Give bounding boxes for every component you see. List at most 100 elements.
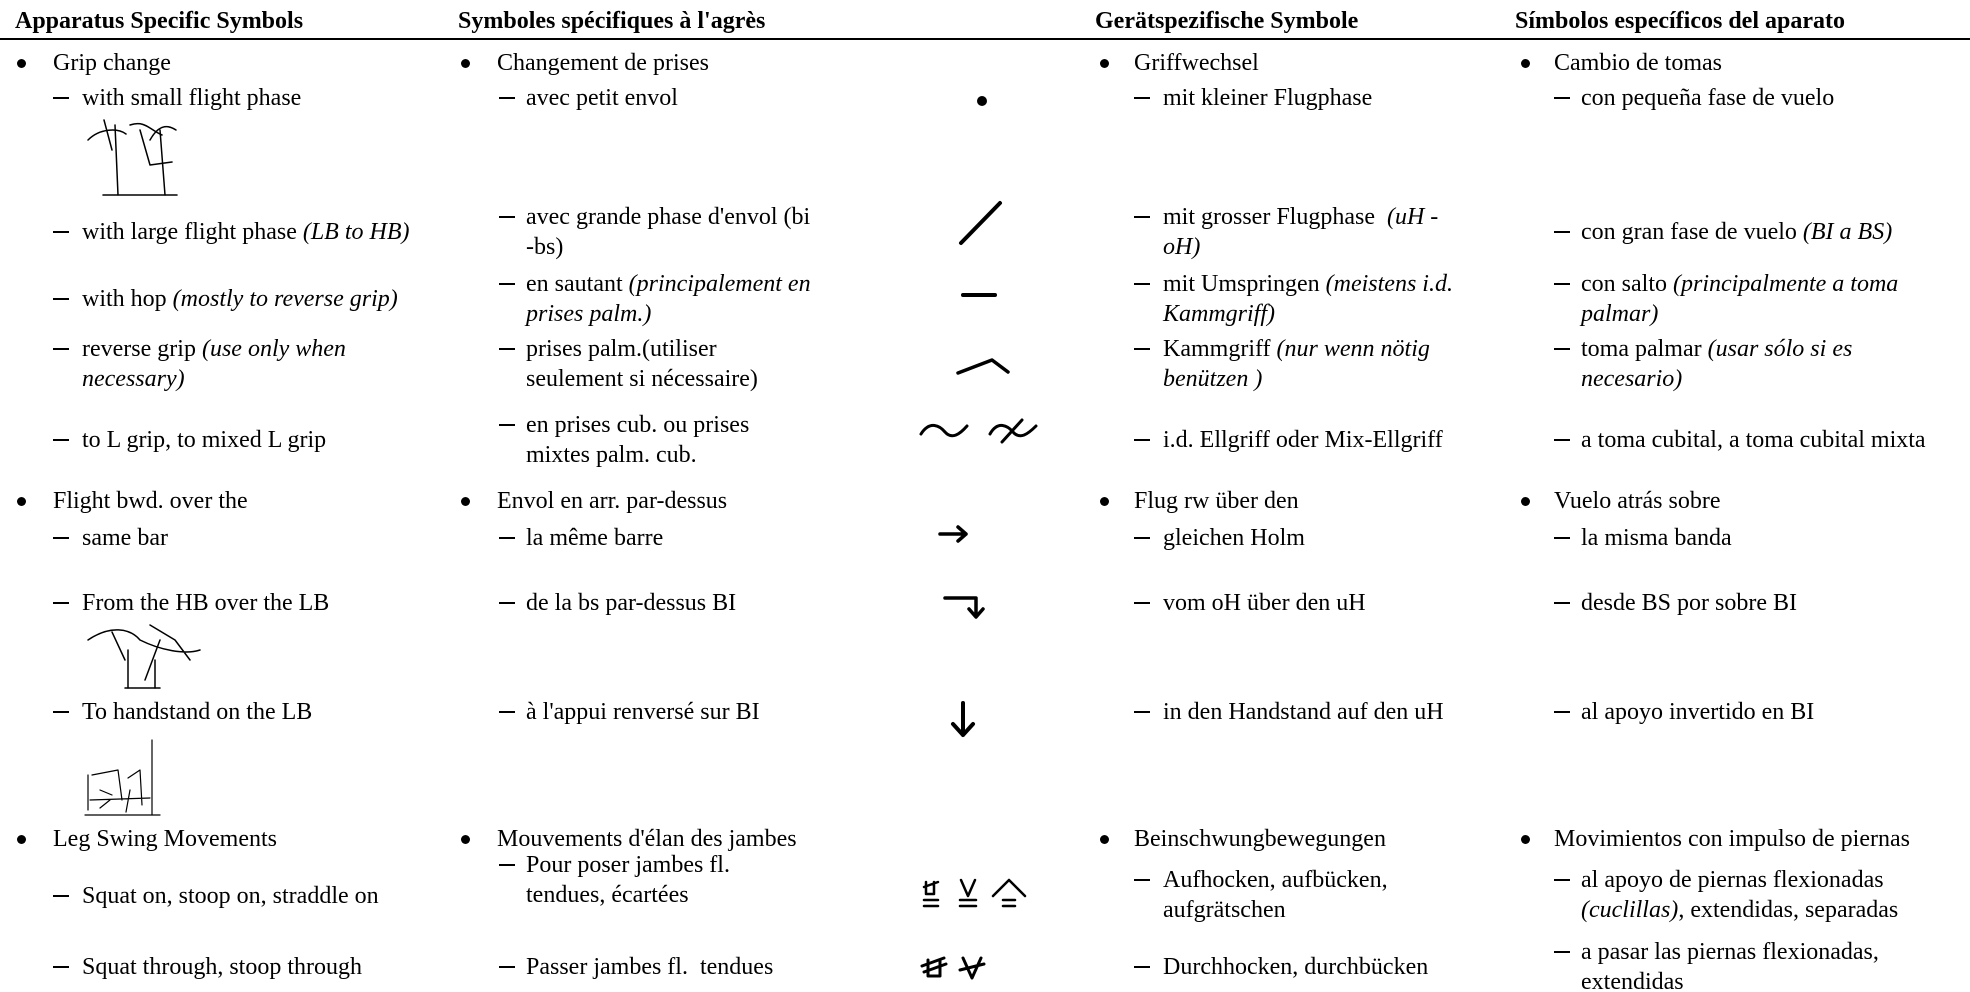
italic-run: (use only when necessary) (82, 336, 346, 393)
bullet (17, 497, 26, 507)
symbol-stoop-on (958, 878, 978, 908)
dash (1554, 951, 1570, 954)
dash (1134, 536, 1150, 539)
bullet (1100, 58, 1109, 68)
bullet (1521, 58, 1530, 68)
dash (53, 348, 69, 351)
cell-fr: Envol en arr. par-dessus (497, 486, 727, 516)
dash (499, 864, 515, 867)
figure-grip-change (87, 119, 178, 196)
cell-fr: Mouvements d'élan des jambes (497, 824, 797, 854)
bullet (461, 497, 470, 507)
cell-de: Durchhocken, durchbücken (1163, 952, 1428, 982)
cell-en: Squat through, stoop through (82, 952, 362, 982)
cell-de: in den Handstand auf den uH (1163, 697, 1444, 727)
symbol-l-grip (919, 424, 969, 438)
dash (1554, 536, 1570, 539)
dash (1554, 282, 1570, 285)
cell-fr: de la bs par-dessus BI (526, 588, 736, 618)
italic-run: (principalement en prises palm.) (526, 270, 811, 327)
cell-fr: Passer jambes fl. tendues (526, 952, 773, 982)
dash (1134, 966, 1150, 969)
cell-es: a toma cubital, a toma cubital mixta (1581, 425, 1926, 455)
dash (53, 438, 69, 441)
bullet (461, 58, 470, 68)
cell-es: Vuelo atrás sobre (1554, 486, 1721, 516)
cell-es: con gran fase de vuelo (BI a BS) (1581, 217, 1892, 247)
dash (499, 216, 515, 219)
cell-en: same bar (82, 523, 168, 553)
dash (1554, 438, 1570, 441)
text-run: con gran fase de vuelo (1581, 219, 1803, 246)
dash (1134, 438, 1150, 441)
dash (1134, 601, 1150, 604)
cell-en: with small flight phase (82, 83, 301, 113)
text-run: to L grip, to mixed L grip (82, 426, 327, 453)
header-es: Símbolos específicos del aparato (1515, 8, 1845, 34)
text-run: To handstand on the LB (82, 699, 313, 726)
text-run: gleichen Holm (1163, 524, 1305, 551)
dash (53, 536, 69, 539)
dash (1554, 879, 1570, 882)
dash (499, 966, 515, 969)
italic-run: (usar sólo si es necesario) (1581, 336, 1853, 393)
symbol-reverse-grip (956, 358, 1010, 375)
text-run: Flug rw über den (1134, 488, 1299, 515)
cell-fr: avec petit envol (526, 83, 678, 113)
cell-en: with large flight phase (LB to HB) (82, 217, 410, 247)
dash (53, 894, 69, 897)
italic-run: (mostly to reverse grip) (172, 285, 398, 312)
cell-de: Griffwechsel (1134, 48, 1259, 78)
cell-es: a pasar las piernas flexionadas, extendi… (1581, 937, 1879, 992)
dash (1134, 348, 1150, 351)
text-run: Pour poser jambes fl. tendues, écartées (526, 852, 730, 909)
cell-en: with hop (mostly to reverse grip) (82, 284, 398, 314)
dash (499, 423, 515, 426)
italic-run: (meistens i.d. Kammgriff) (1163, 270, 1453, 327)
text-run: reverse grip (82, 336, 202, 363)
cell-es: Movimientos con impulso de piernas (1554, 824, 1910, 854)
cell-fr: prises palm.(utiliser seulement si néces… (526, 334, 758, 394)
cell-fr: en prises cub. ou prises mixtes palm. cu… (526, 410, 749, 470)
cell-es: al apoyo invertido en BI (1581, 697, 1814, 727)
text-run: vom oH über den uH (1163, 589, 1366, 616)
cell-fr: Pour poser jambes fl. tendues, écartées (526, 850, 730, 910)
symbol-straddle-on (991, 878, 1027, 908)
cell-en: From the HB over the LB (82, 588, 329, 618)
cell-en: Squat on, stoop on, straddle on (82, 881, 379, 911)
dash (1134, 216, 1150, 219)
symbol-stoop-through (958, 956, 986, 980)
text-run: Leg Swing Movements (53, 826, 277, 852)
text-run: avec grande phase d'envol (bi -bs) (526, 204, 811, 261)
cell-en: To handstand on the LB (82, 697, 312, 727)
dash (1134, 711, 1150, 714)
text-run: Changement de prises (497, 49, 709, 76)
header-fr: Symboles spécifiques à l'agrès (458, 8, 766, 34)
text-run: al apoyo de piernas flexionadas (1581, 867, 1884, 894)
cell-fr: en sautant (principalement en prises pal… (526, 269, 811, 329)
text-run: Squat through, stoop through (82, 954, 362, 981)
text-run: Mouvements d'élan des jambes (497, 826, 797, 852)
bullet (1100, 835, 1109, 844)
dash (1554, 348, 1570, 351)
text-run: Vuelo atrás sobre (1554, 488, 1721, 515)
cell-es: toma palmar (usar sólo si es necesario) (1581, 334, 1852, 394)
text-run: a toma cubital, a toma cubital mixta (1581, 426, 1926, 453)
text-run: From the HB over the LB (82, 589, 330, 616)
dash (499, 601, 515, 604)
cell-fr: Changement de prises (497, 48, 709, 78)
cell-de: Aufhocken, aufbücken, aufgrätschen (1163, 865, 1388, 925)
text-run: desde BS por sobre BI (1581, 589, 1797, 616)
bullet (17, 835, 26, 844)
italic-run: (BI a BS) (1802, 219, 1893, 246)
text-run: Griffwechsel (1134, 49, 1259, 76)
cell-de: mit grosser Flugphase (uH - oH) (1163, 202, 1438, 262)
cell-de: Flug rw über den (1134, 486, 1299, 516)
text-run: with small flight phase (82, 84, 302, 111)
text-run: mit grosser Flugphase (1163, 204, 1387, 231)
cell-de: Kammgriff (nur wenn nötig benützen ) (1163, 334, 1430, 394)
cell-es: la misma banda (1581, 523, 1732, 553)
text-run: en sautant (526, 270, 629, 297)
